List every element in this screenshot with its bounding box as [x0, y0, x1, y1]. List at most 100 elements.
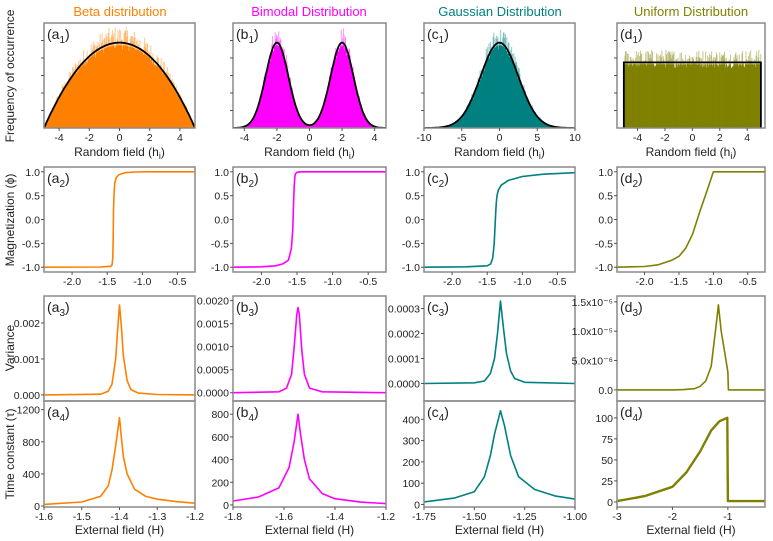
histogram-bar	[713, 67, 715, 128]
histogram-bar	[258, 106, 260, 128]
histogram-bar	[363, 115, 365, 128]
histogram-bar	[668, 64, 670, 128]
y-tick-label: 600	[211, 432, 229, 444]
panel-b2: -2.0 -1.5 -1.0 -0.5 -1.0 -0.5 0.0 0.5 1.0 (b2)	[211, 166, 387, 288]
histogram-bar	[163, 73, 165, 128]
histogram-bar	[694, 64, 696, 128]
histogram-bar	[664, 64, 666, 128]
histogram-bar	[469, 104, 471, 128]
plot-area	[233, 171, 386, 268]
histogram-bar	[250, 122, 252, 128]
histogram-bar	[109, 46, 111, 128]
histogram-bar	[675, 64, 677, 128]
histogram-bar	[327, 91, 329, 128]
histogram-bar	[466, 109, 468, 128]
histogram-bar	[352, 75, 354, 128]
histogram-bar	[253, 116, 255, 128]
histogram-bar	[716, 64, 718, 128]
histogram-bar	[732, 66, 734, 128]
histogram-bar	[501, 46, 503, 128]
series-line	[424, 300, 575, 385]
histogram-bar	[353, 81, 355, 128]
histogram-bar	[663, 64, 665, 128]
y-axis-labels: Frequency of occurrence Magnetization (ϕ…	[3, 9, 17, 499]
histogram-bar	[502, 46, 504, 128]
histogram-bar	[150, 59, 152, 128]
histogram-bar	[655, 65, 657, 128]
histogram-bar	[550, 126, 552, 128]
histogram-bar	[49, 115, 51, 128]
panel-label: (d1)	[620, 26, 643, 46]
y-tick-label: 0.0010	[197, 342, 229, 354]
histogram-bar	[62, 91, 64, 128]
histogram-bar	[746, 64, 748, 128]
histogram-bar	[672, 64, 674, 128]
histogram-bar	[682, 64, 684, 128]
histogram-bar	[483, 70, 485, 128]
histogram-bar	[689, 64, 691, 128]
histogram-bar	[276, 45, 278, 128]
histogram-bar	[693, 64, 694, 128]
histogram-bar	[726, 65, 728, 128]
histogram-bar	[325, 97, 327, 128]
histogram-bar	[81, 66, 83, 128]
histogram-bar	[274, 46, 276, 128]
histogram-bar	[499, 45, 501, 128]
histogram-bar	[648, 64, 650, 128]
histogram-bar	[362, 111, 364, 128]
histogram-bar	[157, 66, 159, 128]
histogram-bar	[125, 45, 127, 128]
histogram-bar	[294, 102, 296, 128]
histogram-bar	[271, 51, 273, 128]
histogram-bar	[742, 64, 744, 128]
histogram-bar	[92, 55, 94, 128]
histogram-bar	[632, 64, 634, 128]
histogram-bar	[520, 83, 522, 128]
histogram-bar	[354, 81, 356, 128]
histogram-bar	[72, 76, 74, 128]
series-line	[617, 171, 765, 268]
x-tick-label: -0.5	[548, 276, 566, 288]
histogram-bar	[626, 64, 628, 128]
histogram-bar	[698, 64, 700, 128]
histogram-bar	[278, 46, 280, 128]
histogram-bar	[60, 95, 62, 128]
histogram-bar	[660, 64, 662, 128]
histogram-bar	[696, 64, 698, 128]
histogram-bar	[481, 76, 483, 128]
histogram-bar	[524, 93, 526, 128]
histogram-bar	[54, 105, 56, 128]
x-tick-label: -1.5	[288, 276, 306, 288]
histogram-bar	[132, 47, 134, 128]
histogram-bar	[188, 115, 190, 128]
x-tick-label: -3	[612, 511, 621, 523]
histogram-bar	[691, 64, 692, 128]
histogram-bar	[681, 65, 683, 128]
histogram-bar	[251, 121, 253, 128]
histogram-bar	[53, 107, 55, 128]
histogram-bar	[635, 64, 637, 128]
plot-area	[233, 413, 386, 505]
histogram-bar	[326, 95, 328, 128]
histogram-bar	[292, 95, 294, 128]
y-tick-label: 400	[22, 469, 40, 481]
histogram-bar	[155, 66, 157, 128]
histogram-bar	[366, 120, 368, 128]
histogram-bar	[741, 64, 743, 128]
histogram-bar	[318, 117, 320, 128]
x-tick-label: -0.5	[739, 276, 757, 288]
x-tick-label: -1.0	[513, 276, 531, 288]
histogram-bar	[302, 121, 304, 128]
y-tick-label: 0.0	[405, 215, 420, 227]
histogram-bar	[296, 109, 298, 128]
histogram-bar	[631, 64, 633, 128]
histogram-bar	[355, 87, 357, 128]
histogram-bar	[625, 64, 627, 128]
y-tick-label: 300	[402, 436, 420, 448]
histogram-bar	[363, 114, 365, 128]
histogram-bar	[500, 45, 502, 128]
histogram-bar	[261, 93, 263, 128]
histogram-bar	[463, 113, 465, 128]
histogram-bar	[282, 55, 284, 128]
